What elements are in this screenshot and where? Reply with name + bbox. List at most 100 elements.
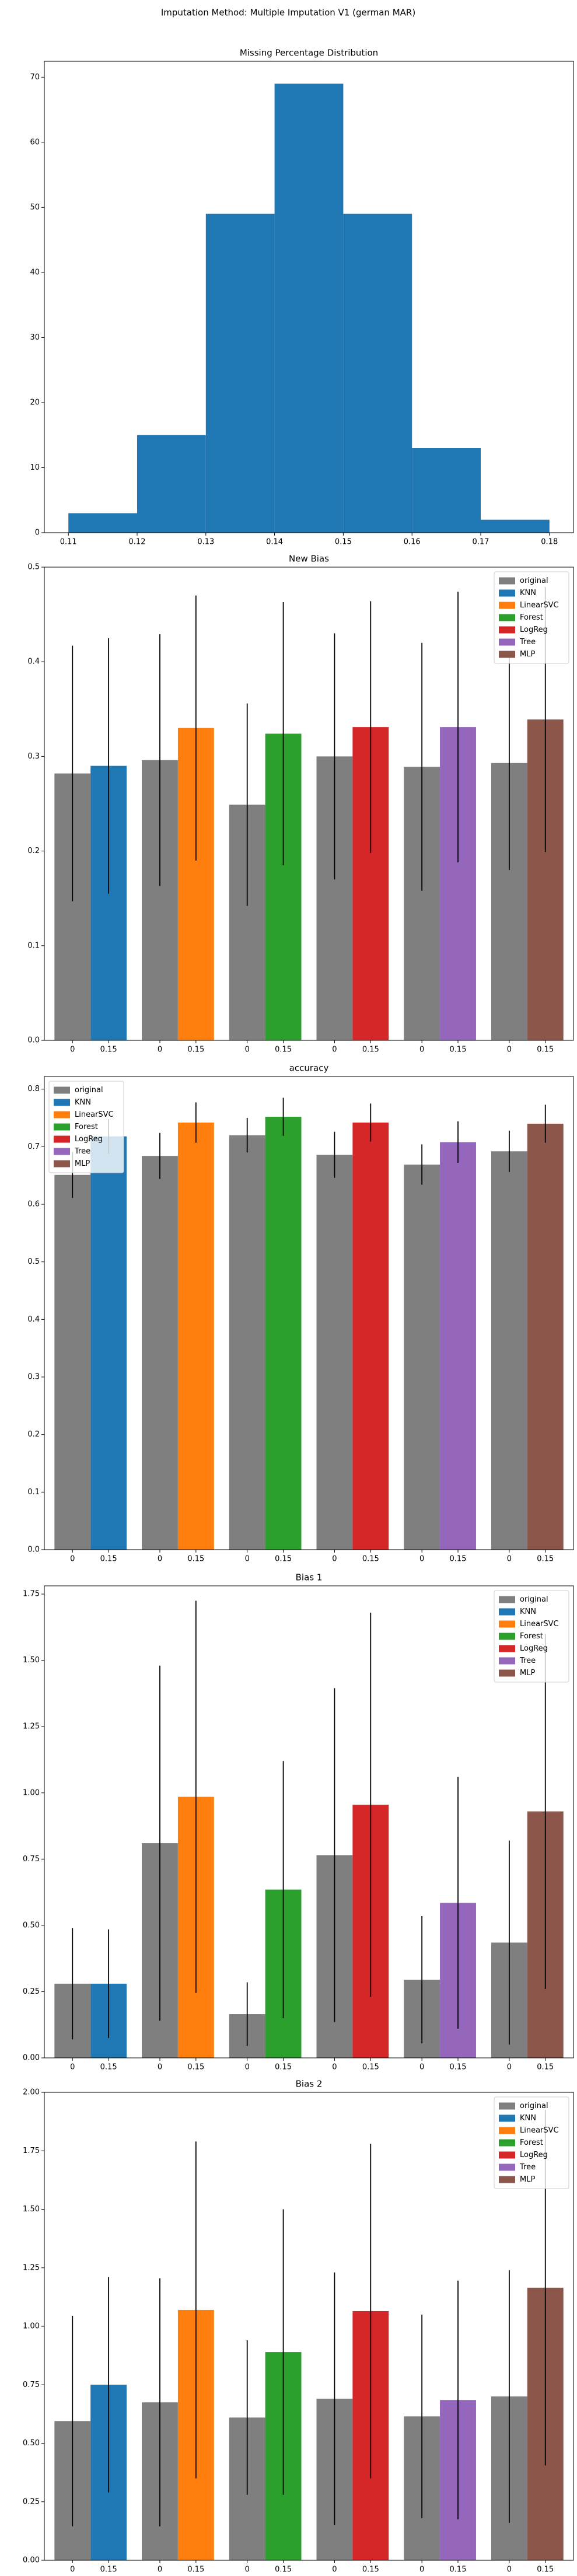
x-tick-label: 0.15 bbox=[275, 2063, 292, 2072]
y-tick-label: 0.1 bbox=[27, 1488, 40, 1497]
x-tick-label: 0.12 bbox=[129, 538, 146, 547]
y-tick-label: 10 bbox=[30, 463, 40, 472]
x-tick-label: 0 bbox=[245, 1046, 250, 1054]
legend-label: KNN bbox=[520, 2114, 536, 2123]
y-tick-label: 1.25 bbox=[23, 2263, 40, 2272]
x-tick-label: 0 bbox=[70, 1046, 75, 1054]
y-tick-label: 0.2 bbox=[27, 847, 40, 855]
y-tick-label: 0 bbox=[35, 529, 40, 537]
x-tick-label: 0.15 bbox=[187, 1046, 204, 1054]
y-tick-label: 0.4 bbox=[27, 1315, 40, 1324]
legend-label: LogReg bbox=[520, 2151, 548, 2159]
histogram-bar bbox=[205, 214, 275, 533]
legend-swatch bbox=[499, 1645, 515, 1652]
legend-swatch bbox=[54, 1123, 70, 1131]
y-tick-label: 1.00 bbox=[23, 1788, 40, 1797]
legend-label: LogReg bbox=[75, 1135, 103, 1144]
axes-frame bbox=[44, 1076, 574, 1550]
chart-title: Missing Percentage Distribution bbox=[240, 48, 378, 58]
x-tick-label: 0.15 bbox=[362, 2063, 379, 2072]
y-tick-label: 20 bbox=[30, 398, 40, 407]
legend-swatch bbox=[499, 2114, 515, 2122]
legend-label: LinearSVC bbox=[75, 1110, 114, 1119]
bar bbox=[54, 1175, 91, 1550]
bar bbox=[265, 1117, 302, 1550]
histogram-bar bbox=[137, 435, 206, 533]
histogram-bar bbox=[68, 513, 138, 533]
x-tick-label: 0 bbox=[245, 2063, 250, 2072]
x-tick-label: 0.15 bbox=[450, 1555, 467, 1564]
y-tick-label: 0.50 bbox=[23, 2439, 40, 2448]
y-tick-label: 0.0 bbox=[27, 1036, 40, 1045]
x-tick-label: 0.18 bbox=[541, 538, 558, 547]
x-tick-label: 0 bbox=[70, 2063, 75, 2072]
y-tick-label: 1.25 bbox=[23, 1722, 40, 1731]
legend-label: KNN bbox=[520, 589, 536, 597]
legend-swatch bbox=[54, 1160, 70, 1168]
legend-swatch bbox=[499, 614, 515, 621]
y-tick-label: 0.3 bbox=[27, 1373, 40, 1382]
axes-frame bbox=[44, 61, 574, 533]
chart-title: Bias 2 bbox=[296, 2079, 323, 2089]
x-tick-label: 0 bbox=[70, 2565, 75, 2574]
y-tick-label: 0.6 bbox=[27, 1200, 40, 1209]
bar bbox=[229, 1135, 265, 1550]
legend-label: original bbox=[75, 1086, 103, 1095]
legend-label: Tree bbox=[74, 1147, 90, 1156]
legend-swatch bbox=[54, 1135, 70, 1143]
y-tick-label: 60 bbox=[30, 138, 40, 146]
x-tick-label: 0.15 bbox=[275, 1555, 292, 1564]
x-tick-label: 0.15 bbox=[187, 2565, 204, 2574]
x-tick-label: 0 bbox=[507, 2565, 512, 2574]
legend-label: LinearSVC bbox=[520, 1620, 559, 1628]
bar bbox=[177, 1122, 214, 1550]
x-tick-label: 0.15 bbox=[450, 1046, 467, 1054]
legend-swatch bbox=[499, 1669, 515, 1677]
y-tick-label: 30 bbox=[30, 333, 40, 342]
x-tick-label: 0.15 bbox=[537, 2063, 554, 2072]
x-tick-label: 0 bbox=[332, 2565, 337, 2574]
histogram-bar bbox=[480, 519, 550, 533]
bar bbox=[491, 1151, 527, 1550]
x-tick-label: 0.15 bbox=[450, 2565, 467, 2574]
x-tick-label: 0 bbox=[158, 1046, 162, 1054]
legend-swatch bbox=[499, 577, 515, 585]
axes-frame bbox=[44, 567, 574, 1041]
legend-label: MLP bbox=[75, 1159, 90, 1168]
x-tick-label: 0.15 bbox=[100, 1555, 117, 1564]
y-tick-label: 1.00 bbox=[23, 2322, 40, 2331]
x-tick-label: 0.15 bbox=[450, 2063, 467, 2072]
x-tick-label: 0 bbox=[332, 1046, 337, 1054]
chart-title: Bias 1 bbox=[296, 1572, 323, 1583]
x-tick-label: 0 bbox=[507, 2063, 512, 2072]
y-tick-label: 1.50 bbox=[23, 1656, 40, 1665]
figure-title: Imputation Method: Multiple Imputation V… bbox=[161, 8, 415, 18]
y-tick-label: 70 bbox=[30, 73, 40, 82]
x-tick-label: 0 bbox=[332, 2063, 337, 2072]
bar bbox=[316, 1155, 353, 1550]
x-tick-label: 0.15 bbox=[537, 1046, 554, 1054]
y-tick-label: 0.0 bbox=[27, 1546, 40, 1554]
legend-label: MLP bbox=[520, 1669, 535, 1677]
y-tick-label: 0.4 bbox=[27, 658, 40, 666]
x-tick-label: 0 bbox=[245, 2565, 250, 2574]
y-tick-label: 0.3 bbox=[27, 752, 40, 761]
axes-frame bbox=[44, 1585, 574, 2058]
x-tick-label: 0.14 bbox=[266, 538, 283, 547]
legend-swatch bbox=[499, 2139, 515, 2147]
legend-swatch bbox=[499, 1657, 515, 1665]
legend-swatch bbox=[499, 1620, 515, 1628]
legend-swatch bbox=[499, 1596, 515, 1603]
bar bbox=[142, 1156, 178, 1550]
x-tick-label: 0 bbox=[419, 1555, 424, 1564]
legend-label: LinearSVC bbox=[520, 601, 559, 610]
legend-swatch bbox=[499, 2127, 515, 2134]
legend-swatch bbox=[499, 589, 515, 597]
legend-label: KNN bbox=[75, 1098, 91, 1107]
legend-label: Tree bbox=[519, 638, 536, 646]
legend-label: original bbox=[520, 2102, 548, 2110]
y-tick-label: 0.1 bbox=[27, 941, 40, 950]
y-tick-label: 0.75 bbox=[23, 1855, 40, 1864]
legend-swatch bbox=[499, 2102, 515, 2110]
axes-frame bbox=[44, 2092, 574, 2561]
